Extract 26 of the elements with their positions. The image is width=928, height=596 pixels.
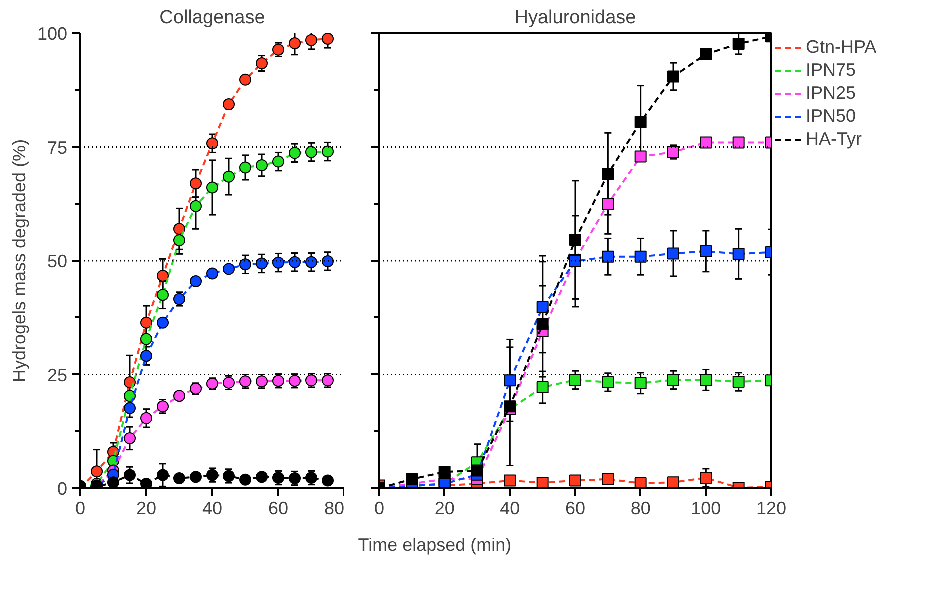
x-axis-title: Time elapsed (min): [358, 534, 512, 557]
y-tick-label: 50: [47, 252, 68, 272]
x-tick-label: 120: [756, 498, 787, 518]
x-tick-label: 20: [434, 498, 455, 518]
x-tick-label: 40: [202, 498, 223, 518]
x-tick-label: 60: [565, 498, 586, 518]
legend-label: IPN25: [806, 83, 856, 104]
legend-label: IPN75: [806, 60, 856, 81]
x-tick-label: 40: [500, 498, 520, 518]
chart-title: Collagenase: [160, 8, 266, 28]
legend-label: HA-Tyr: [806, 129, 862, 150]
x-tick-label: 80: [630, 498, 651, 518]
x-tick-label: 60: [268, 498, 289, 518]
legend-label: IPN50: [806, 106, 856, 127]
x-tick-label: 80: [324, 498, 345, 518]
chart-title: Hyaluronidase: [514, 8, 636, 28]
y-tick-label: 100: [37, 24, 68, 44]
x-tick-label: 0: [75, 498, 86, 518]
y-tick-label: 25: [47, 365, 68, 386]
legend-label: Gtn-HPA: [806, 37, 877, 58]
x-tick-label: 0: [374, 498, 385, 518]
y-tick-label: 0: [57, 479, 68, 499]
y-axis-title: Hydrogels mass degraded (%): [9, 139, 30, 383]
y-tick-label: 75: [47, 138, 68, 158]
x-tick-label: 20: [136, 498, 157, 518]
x-tick-label: 100: [691, 498, 722, 518]
